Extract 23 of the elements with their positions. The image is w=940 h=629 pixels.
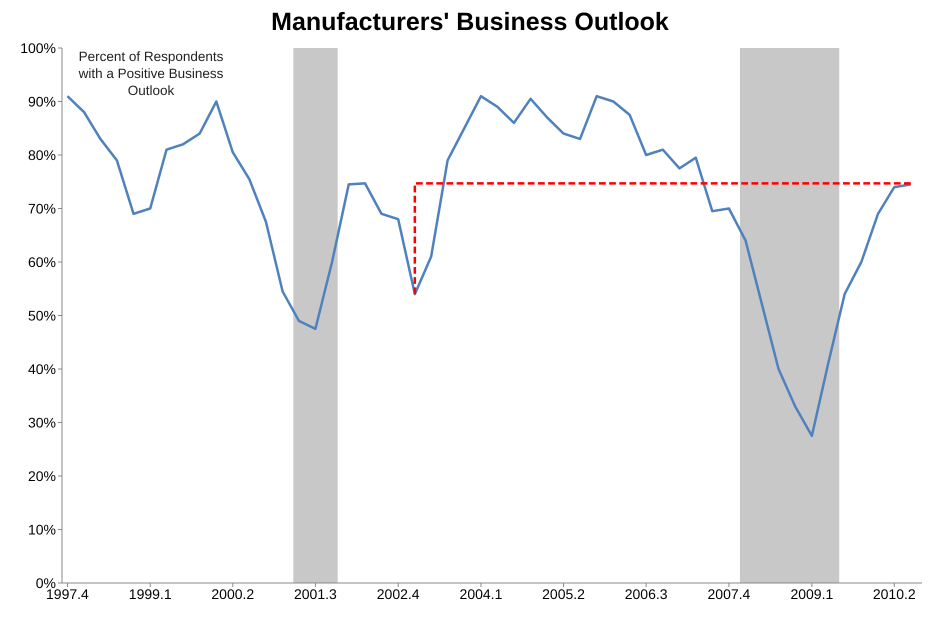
y-tick-label: 50%: [28, 307, 56, 324]
chart-title: Manufacturers' Business Outlook: [270, 8, 670, 37]
x-tick-label: 2002.4: [376, 586, 420, 602]
y-tick-label: 10%: [28, 521, 56, 538]
y-tick-label: 40%: [28, 360, 56, 377]
line-series: [66, 94, 912, 438]
x-tick-label: 2007.4: [708, 586, 751, 602]
y-tick-label: 70%: [28, 200, 56, 216]
y-tick-label: 80%: [28, 146, 56, 163]
x-tick-label: 1999.1: [128, 586, 172, 602]
y-tick-label: 30%: [28, 414, 56, 430]
annotation: Percent of Respondents with a Positive Business Outlook: [78, 48, 224, 99]
y-tick-label: 60%: [28, 254, 56, 270]
x-tick-label: 2004.1: [460, 586, 503, 602]
x-tick-label: 2009.1: [790, 586, 834, 602]
x-tick-label: 2000.2: [211, 586, 254, 602]
x-tick-label: 2005.2: [542, 586, 586, 602]
x-tick-label: 2006.3: [624, 586, 668, 602]
y-tick-label: 20%: [28, 468, 56, 484]
y-tick-label: 100%: [20, 40, 56, 56]
x-tick-label: 2001.3: [294, 586, 338, 602]
y-tick-label: 90%: [28, 93, 56, 110]
x-tick-label: 2010.2: [872, 586, 916, 602]
